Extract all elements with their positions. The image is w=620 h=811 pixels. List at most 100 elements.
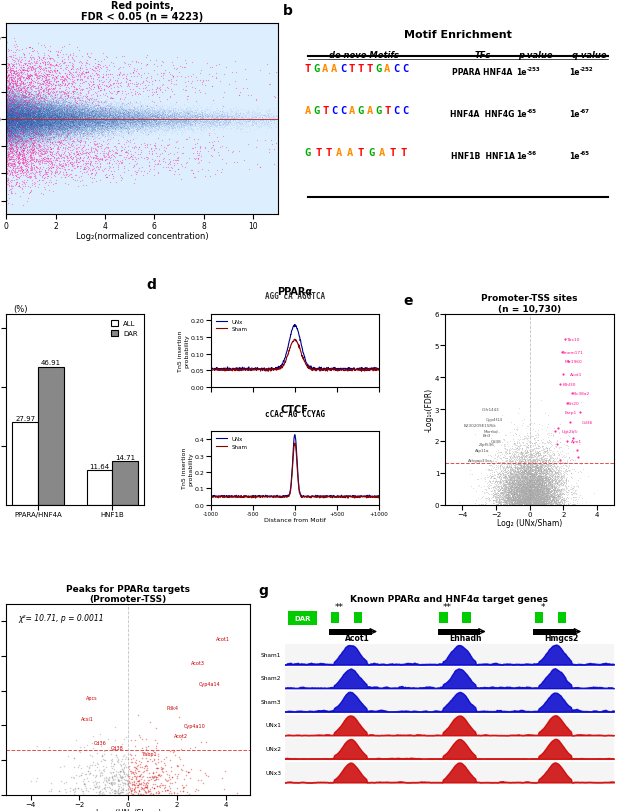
Point [149, 75, 159, 88]
Point [39, 93, 49, 106]
Point [183, 117, 193, 130]
Point [43, 111, 53, 124]
Point [133, 106, 143, 119]
Point [44, 109, 54, 122]
Point [520, 462, 530, 475]
Point [528, 476, 538, 489]
Point [27, 105, 37, 118]
Point [539, 480, 549, 493]
Point [42, 103, 52, 116]
Point [32, 128, 42, 141]
Point [510, 498, 520, 511]
Point [81, 109, 91, 122]
Point [48, 113, 58, 126]
Point [12, 113, 22, 126]
Point [141, 113, 151, 126]
Point [125, 118, 135, 131]
Point [3, 97, 13, 109]
Point [43, 129, 53, 142]
Point [508, 474, 518, 487]
Point [46, 120, 56, 133]
Point [1, 97, 11, 109]
Point [8, 144, 18, 157]
Point [46, 102, 56, 115]
Point [113, 113, 123, 126]
Point [100, 114, 110, 127]
Point [24, 120, 33, 133]
Point [40, 120, 50, 133]
Point [15, 114, 25, 127]
Point [55, 114, 64, 127]
Point [110, 126, 120, 139]
Point [43, 116, 53, 129]
Point [76, 114, 86, 127]
Point [26, 114, 36, 127]
Point [527, 480, 537, 493]
Point [78, 127, 88, 140]
Point [12, 101, 22, 114]
Point [60, 126, 70, 139]
Point [101, 96, 111, 109]
Point [10, 126, 20, 139]
Point [18, 125, 28, 138]
Point [11, 98, 21, 111]
Point [524, 491, 534, 504]
Point [71, 118, 81, 131]
Point [132, 113, 142, 126]
Point [105, 121, 115, 134]
Point [10, 89, 20, 102]
Point [71, 124, 81, 137]
Point [18, 116, 28, 129]
Point [7, 96, 17, 109]
Point [25, 129, 35, 142]
Point [37, 92, 46, 105]
Point [102, 171, 112, 184]
Point [46, 105, 56, 118]
Point [1, 136, 11, 149]
Point [29, 120, 38, 133]
Point [27, 89, 37, 102]
Point [56, 118, 66, 131]
Point [77, 113, 87, 126]
Point [142, 99, 152, 112]
Point [82, 102, 92, 115]
Point [7, 114, 17, 127]
Point [27, 111, 37, 124]
Point [19, 128, 29, 141]
Point [24, 129, 33, 142]
Point [42, 101, 51, 114]
Point [95, 104, 105, 117]
Point [77, 109, 87, 122]
Point [66, 101, 76, 114]
Point [523, 486, 533, 499]
Point [44, 111, 54, 124]
Point [4, 71, 14, 84]
Point [32, 112, 42, 125]
Point [520, 483, 530, 496]
Point [64, 113, 74, 126]
Point [129, 124, 139, 137]
Point [72, 110, 82, 123]
Point [39, 103, 49, 116]
Point [157, 118, 167, 131]
Point [75, 112, 85, 125]
Point [9, 103, 19, 116]
Point [126, 110, 136, 123]
Point [146, 118, 156, 131]
Point [42, 97, 52, 109]
Point [54, 127, 64, 140]
Point [19, 92, 29, 105]
Point [104, 114, 114, 127]
Point [537, 475, 547, 488]
Point [79, 104, 89, 117]
Point [4, 112, 14, 125]
Point [520, 496, 529, 509]
Point [47, 119, 57, 132]
Point [179, 119, 189, 132]
Point [525, 475, 534, 488]
Point [273, 109, 283, 122]
Point [4, 122, 14, 135]
Point [109, 114, 119, 127]
Point [105, 97, 115, 110]
Point [81, 63, 91, 76]
